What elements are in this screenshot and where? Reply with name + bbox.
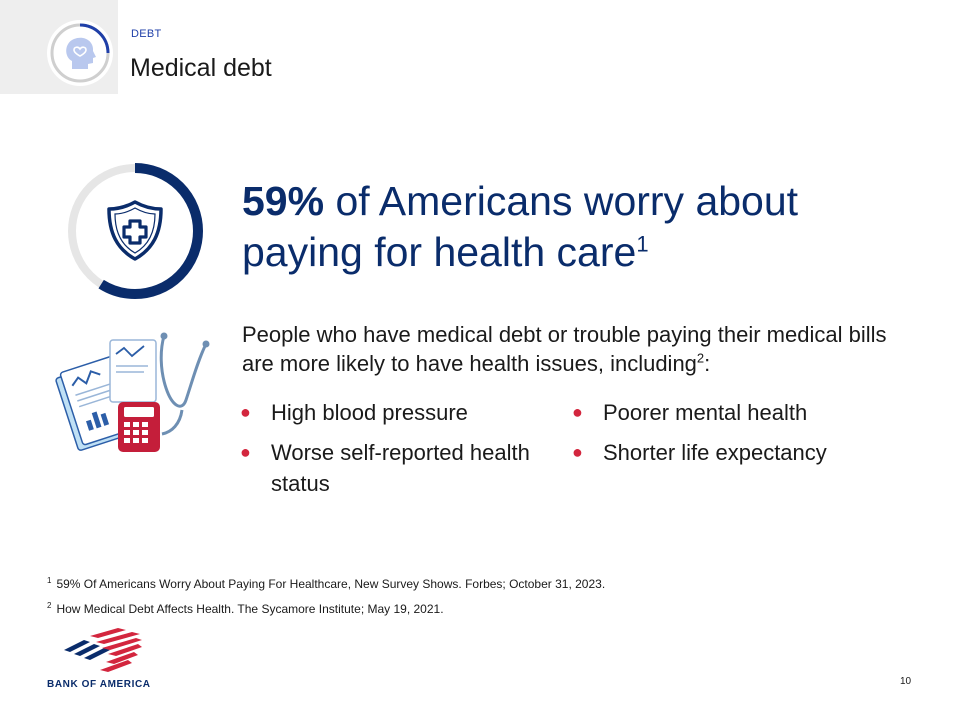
list-item: ● Shorter life expectancy (572, 437, 912, 468)
list-item: ● Poorer mental health (572, 397, 912, 428)
headline-stat: 59% (242, 178, 325, 224)
bullet-text: High blood pressure (271, 400, 468, 425)
list-item: ● High blood pressure (240, 397, 540, 428)
shield-cross-icon (107, 200, 163, 261)
head-heart-icon (47, 20, 113, 86)
headline-text: of Americans worry about paying for heal… (242, 178, 799, 275)
bullet-dot-icon: ● (572, 402, 583, 422)
intro-end: : (704, 351, 711, 376)
bullet-list-right: ● Poorer mental health ● Shorter life expe… (572, 397, 912, 477)
bullet-dot-icon: ● (240, 442, 251, 462)
page-number: 10 (900, 676, 912, 687)
bank-logo-text: BANK OF AMERICA (47, 679, 151, 690)
section-label: DEBT (131, 28, 162, 40)
footnote: 2 How Medical Debt Affects Health. The Sy… (47, 595, 605, 620)
intro-paragraph: People who have medical debt or trouble … (242, 320, 922, 378)
footnote-number: 1 (47, 576, 52, 585)
headline-footnote-ref: 1 (636, 231, 649, 257)
bullet-text: Poorer mental health (603, 400, 808, 425)
footnote: 1 59% Of Americans Worry About Paying For… (47, 570, 605, 595)
intro-footnote-ref: 2 (696, 350, 705, 366)
bullet-text: Worse self-reported health status (271, 440, 530, 496)
footnote-number: 2 (47, 601, 52, 610)
footnotes: 1 59% Of Americans Worry About Paying For… (47, 570, 605, 620)
headline: 59% of Americans worry about paying for … (242, 176, 902, 278)
bullet-dot-icon: ● (240, 402, 251, 422)
page-title: Medical debt (130, 54, 272, 82)
footnote-text: How Medical Debt Affects Health. The Syc… (56, 602, 444, 616)
bullet-text: Shorter life expectancy (603, 440, 827, 465)
bullet-dot-icon: ● (572, 442, 583, 462)
stat-ring-progress (67, 163, 203, 299)
intro-text: People who have medical debt or trouble … (242, 322, 887, 376)
footnote-text: 59% Of Americans Worry About Paying For … (56, 577, 606, 591)
medical-bills-stethoscope-icon (55, 332, 210, 452)
stat-ring (67, 163, 203, 299)
bank-flag-logo-icon (64, 628, 142, 672)
bullet-list-left: ● High blood pressure ● Worse self-reporte… (240, 397, 540, 508)
list-item: ● Worse self-reported health status (240, 437, 540, 499)
